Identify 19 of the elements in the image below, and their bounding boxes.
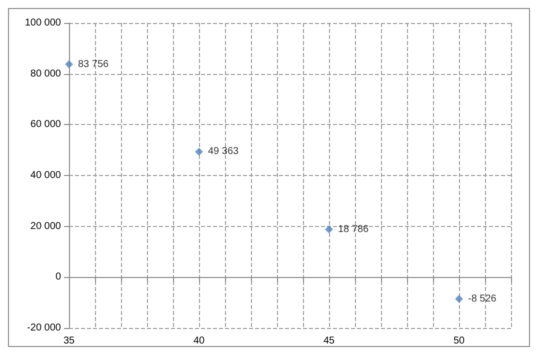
x-tick-label: 45 bbox=[323, 336, 335, 346]
y-tick-label: 60 000 bbox=[30, 119, 62, 130]
y-tick-label: -20 000 bbox=[27, 322, 62, 334]
y-tick-label: 80 000 bbox=[30, 68, 62, 80]
data-label: 83 756 bbox=[78, 58, 110, 70]
y-tick-label: 20 000 bbox=[30, 220, 62, 232]
point bbox=[325, 225, 333, 234]
point bbox=[65, 60, 73, 68]
point bbox=[195, 148, 203, 156]
y-tick-label: 100 000 bbox=[24, 18, 62, 28]
data-label: 49 363 bbox=[208, 146, 240, 158]
x-tick-label: 35 bbox=[63, 336, 75, 346]
x-tick-label: 40 bbox=[193, 336, 205, 346]
data-label: 18 786 bbox=[338, 224, 370, 235]
data-label: -8 526 bbox=[468, 293, 497, 304]
y-tick-label: 0 bbox=[55, 272, 62, 283]
x-tick-label: 50 bbox=[453, 336, 465, 346]
y-tick-label: 40 000 bbox=[30, 170, 62, 181]
point bbox=[455, 294, 463, 303]
